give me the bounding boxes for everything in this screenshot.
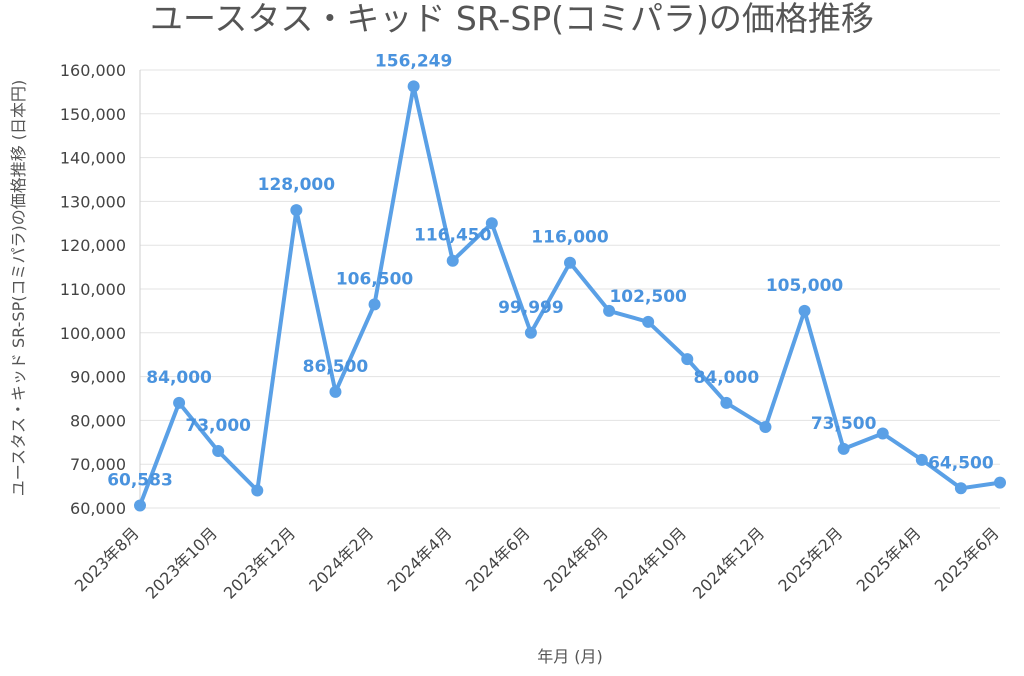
y-tick-label: 140,000 (60, 149, 126, 168)
series-line (138, 84, 1002, 508)
data-label: 60,583 (107, 470, 173, 490)
y-axis-title: ユースタス・キッド SR-SP(コミパラ)の価格推移 (日本円) (9, 80, 28, 497)
data-point (564, 256, 576, 269)
data-points (134, 80, 1006, 512)
y-tick-label: 150,000 (60, 105, 126, 124)
x-tick-label: 2024年8月 (540, 523, 612, 595)
grid-layer (139, 69, 1000, 509)
data-point (603, 304, 616, 317)
y-tick-labels: 60,000 70,000 80,000 90,000 100,000 110,000 12… (60, 61, 126, 518)
x-tick-label: 2024年12月 (689, 523, 768, 602)
data-point (876, 427, 889, 440)
data-label: 116,450 (414, 226, 492, 246)
data-label: 99,999 (498, 298, 564, 318)
y-tick-label: 160,000 (60, 61, 126, 80)
y-tick-label: 70,000 (70, 455, 126, 474)
x-axis-title: 年月 (月) (537, 647, 603, 666)
data-point (407, 80, 420, 93)
x-tick-label: 2023年10月 (142, 523, 221, 602)
x-tick-label: 2025年4月 (853, 523, 925, 595)
x-tick-label: 2024年6月 (462, 523, 534, 595)
data-point (251, 484, 264, 497)
data-labels: 60,583 84,000 73,000 128,000 86,500 106,500 15… (107, 51, 994, 490)
y-tick-label: 90,000 (70, 368, 126, 387)
data-point (798, 304, 811, 317)
data-point (524, 326, 537, 339)
data-point (642, 315, 655, 328)
data-point (212, 445, 225, 458)
data-point (134, 499, 146, 512)
data-point (837, 442, 850, 455)
x-tick-label: 2024年2月 (305, 523, 377, 595)
data-label: 84,000 (146, 368, 212, 388)
x-tick-label: 2025年2月 (774, 523, 846, 595)
x-tick-label: 2023年12月 (220, 523, 299, 602)
data-point (485, 217, 498, 230)
x-tick-label: 2024年4月 (383, 523, 455, 595)
y-tick-label: 120,000 (60, 236, 126, 255)
data-point (290, 204, 303, 217)
x-tick-label: 2025年6月 (931, 523, 1003, 595)
x-tick-label: 2023年8月 (71, 523, 143, 595)
data-point (954, 482, 967, 495)
y-tick-label: 100,000 (60, 324, 126, 343)
y-tick-label: 110,000 (60, 280, 126, 299)
data-point (994, 476, 1006, 489)
data-label: 64,500 (928, 453, 994, 473)
y-tick-label: 60,000 (70, 499, 126, 518)
data-point (173, 396, 186, 409)
data-point (720, 396, 733, 409)
data-point (446, 254, 459, 267)
data-point (368, 298, 381, 311)
data-label: 116,000 (531, 228, 609, 248)
data-label: 73,000 (185, 416, 251, 436)
data-point (759, 420, 772, 433)
data-label: 106,500 (336, 269, 414, 289)
y-tick-label: 80,000 (70, 411, 126, 430)
data-label: 128,000 (258, 175, 336, 195)
data-label: 102,500 (609, 287, 687, 307)
data-label: 84,000 (694, 368, 760, 388)
data-point (915, 453, 928, 466)
data-point (681, 353, 694, 366)
y-tick-label: 130,000 (60, 192, 126, 211)
x-tick-label: 2024年10月 (611, 523, 690, 602)
data-label: 105,000 (766, 276, 844, 296)
chart-title: ユースタス・キッド SR-SP(コミパラ)の価格推移 (150, 0, 874, 38)
data-point (329, 385, 342, 398)
data-label: 86,500 (303, 357, 369, 377)
data-label: 156,249 (375, 51, 452, 71)
data-label: 73,500 (811, 414, 877, 434)
